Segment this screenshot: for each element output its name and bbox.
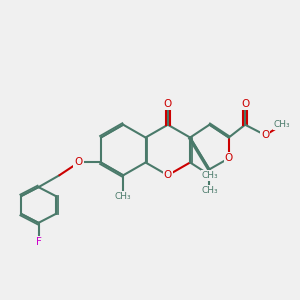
Text: O: O	[225, 153, 233, 163]
Text: O: O	[164, 170, 172, 180]
Text: O: O	[74, 158, 83, 167]
Text: O: O	[261, 130, 269, 140]
Text: CH₃: CH₃	[274, 120, 291, 129]
Text: CH₃: CH₃	[202, 171, 218, 180]
Text: CH₃: CH₃	[115, 192, 132, 201]
Text: O: O	[164, 99, 172, 109]
Text: O: O	[241, 99, 249, 109]
Text: F: F	[36, 237, 41, 247]
Text: CH₃: CH₃	[201, 186, 218, 195]
